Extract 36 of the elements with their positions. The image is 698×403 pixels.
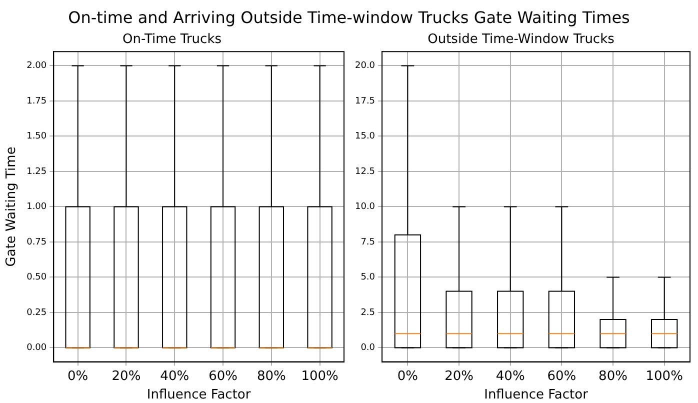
y-tick-label: 12.5	[354, 166, 376, 177]
y-tick-label: 2.5	[360, 308, 376, 318]
x-tick-label: 0%	[68, 368, 88, 384]
x-tick-label: 40%	[496, 368, 525, 384]
x-tick-label: 20%	[112, 368, 141, 384]
x-tick-label: 40%	[160, 368, 190, 384]
x-tick-label: 80%	[256, 368, 286, 384]
y-tick-label: 1.00	[26, 202, 47, 212]
y-tick-label: 0.25	[26, 308, 47, 318]
chart-title: On-time and Arriving Outside Time-window Trucks Gate Waiting Times	[67, 8, 631, 27]
y-tick-label: 1.50	[26, 132, 47, 142]
x-tick-label: 20%	[444, 368, 474, 384]
y-tick-label: 7.5	[360, 237, 376, 248]
y-tick-label: 1.25	[26, 166, 47, 177]
chart-subtitle: Outside Time-Window Trucks	[428, 32, 615, 48]
y-tick-label: 2.00	[26, 61, 47, 72]
y-axis-title: Gate Waiting Time	[4, 146, 20, 267]
x-axis-title: Influence Factor	[146, 388, 252, 403]
y-tick-label: 15.0	[354, 132, 376, 142]
y-tick-label: 10.0	[354, 202, 376, 212]
y-tick-label: 17.5	[354, 96, 376, 106]
x-tick-label: 80%	[598, 368, 628, 384]
y-tick-label: 5.0	[360, 272, 376, 283]
x-tick-label: 60%	[547, 368, 576, 384]
x-tick-label: 100%	[301, 368, 338, 384]
y-tick-label: 0.50	[26, 272, 47, 283]
y-tick-label: 20.0	[354, 61, 376, 72]
y-tick-label: 1.75	[26, 96, 47, 106]
y-tick-label: 0.0	[360, 343, 376, 354]
x-tick-label: 60%	[208, 368, 238, 384]
chart-subtitle: On-Time Trucks	[122, 32, 222, 48]
y-tick-label: 0.75	[26, 237, 47, 248]
y-tick-label: 0.00	[26, 343, 47, 354]
x-axis-title: Influence Factor	[484, 388, 589, 403]
x-tick-label: 100%	[646, 368, 683, 384]
x-tick-label: 0%	[397, 368, 418, 384]
